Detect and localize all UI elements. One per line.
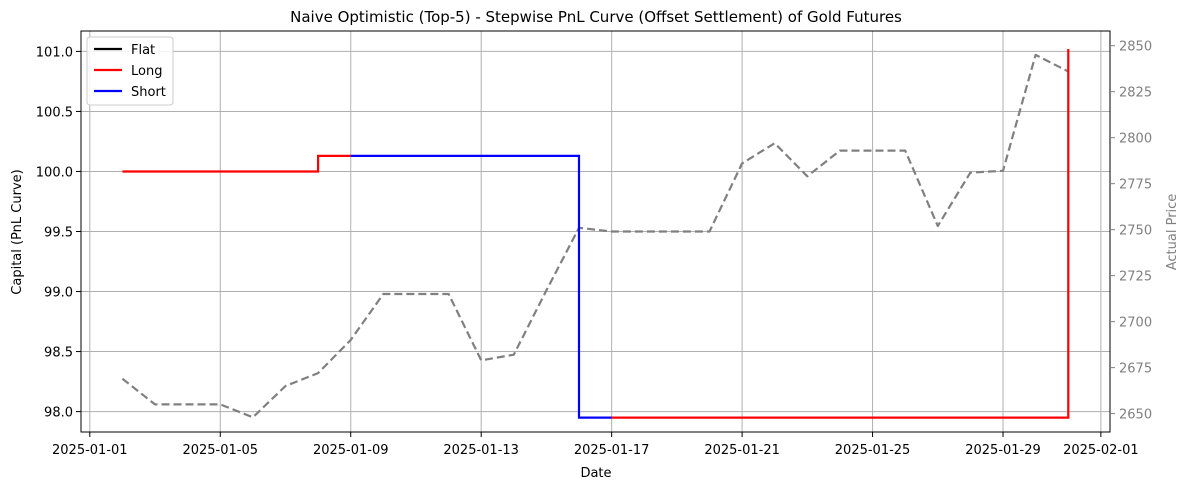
price-line [121,53,1069,419]
y-left-tick-label: 101.0 [36,45,73,60]
x-tick-label: 2025-01-01 [52,443,128,458]
y-left-tick-label: 99.5 [44,226,73,241]
x-tick-label: 2025-01-29 [965,443,1041,458]
x-tick-label: 2025-01-17 [574,443,650,458]
y-axis-right-title: Actual Price [1165,194,1180,271]
y-right-tick-label: 2700 [1119,316,1152,331]
pnl-series [122,49,1070,419]
y-right-tick-label: 2850 [1119,40,1152,55]
x-tick-label: 2025-02-01 [1063,443,1139,458]
y-right-tick-label: 2825 [1119,86,1152,101]
legend-label: Flat [131,43,155,58]
x-tick-label: 2025-01-21 [704,443,780,458]
x-tick-label: 2025-01-05 [182,443,258,458]
x-axis-title: Date [580,466,611,481]
y-axis-right: 2650 2675 2700 2725 2750 2775 2800 2825 2850 [1110,40,1152,423]
y-axis-left: 98.0 98.5 99.0 99.5 100.0 100.5 101.0 [36,45,81,421]
y-axis-left-title: Capital (PnL Curve) [10,169,25,294]
legend-box [86,36,174,106]
x-tick-label: 2025-01-09 [313,443,389,458]
y-right-tick-label: 2725 [1119,270,1152,285]
y-right-tick-label: 2650 [1119,408,1152,423]
price-series [121,53,1069,419]
pnl-segment-long [122,154,351,173]
pnl-segment-long [611,49,1070,419]
y-right-tick-label: 2775 [1119,178,1152,193]
pnl-segment-short [350,154,612,419]
chart-title: Naive Optimistic (Top-5) - Stepwise PnL … [290,8,902,26]
legend-label: Long [131,64,162,79]
y-left-tick-label: 98.0 [44,406,73,421]
legend: Flat Long Short [86,36,174,106]
x-tick-label: 2025-01-13 [443,443,519,458]
y-right-tick-label: 2800 [1119,132,1152,147]
y-left-tick-label: 100.0 [36,165,73,180]
x-tick-label: 2025-01-25 [835,443,911,458]
legend-label: Short [131,85,166,100]
grid [81,31,1110,432]
y-left-tick-label: 98.5 [44,346,73,361]
y-left-tick-label: 100.5 [36,105,73,120]
y-right-tick-label: 2675 [1119,362,1152,377]
y-left-tick-label: 99.0 [44,286,73,301]
x-axis: 2025-01-01 2025-01-05 2025-01-09 2025-01-13… [52,432,1139,458]
y-right-tick-label: 2750 [1119,224,1152,239]
